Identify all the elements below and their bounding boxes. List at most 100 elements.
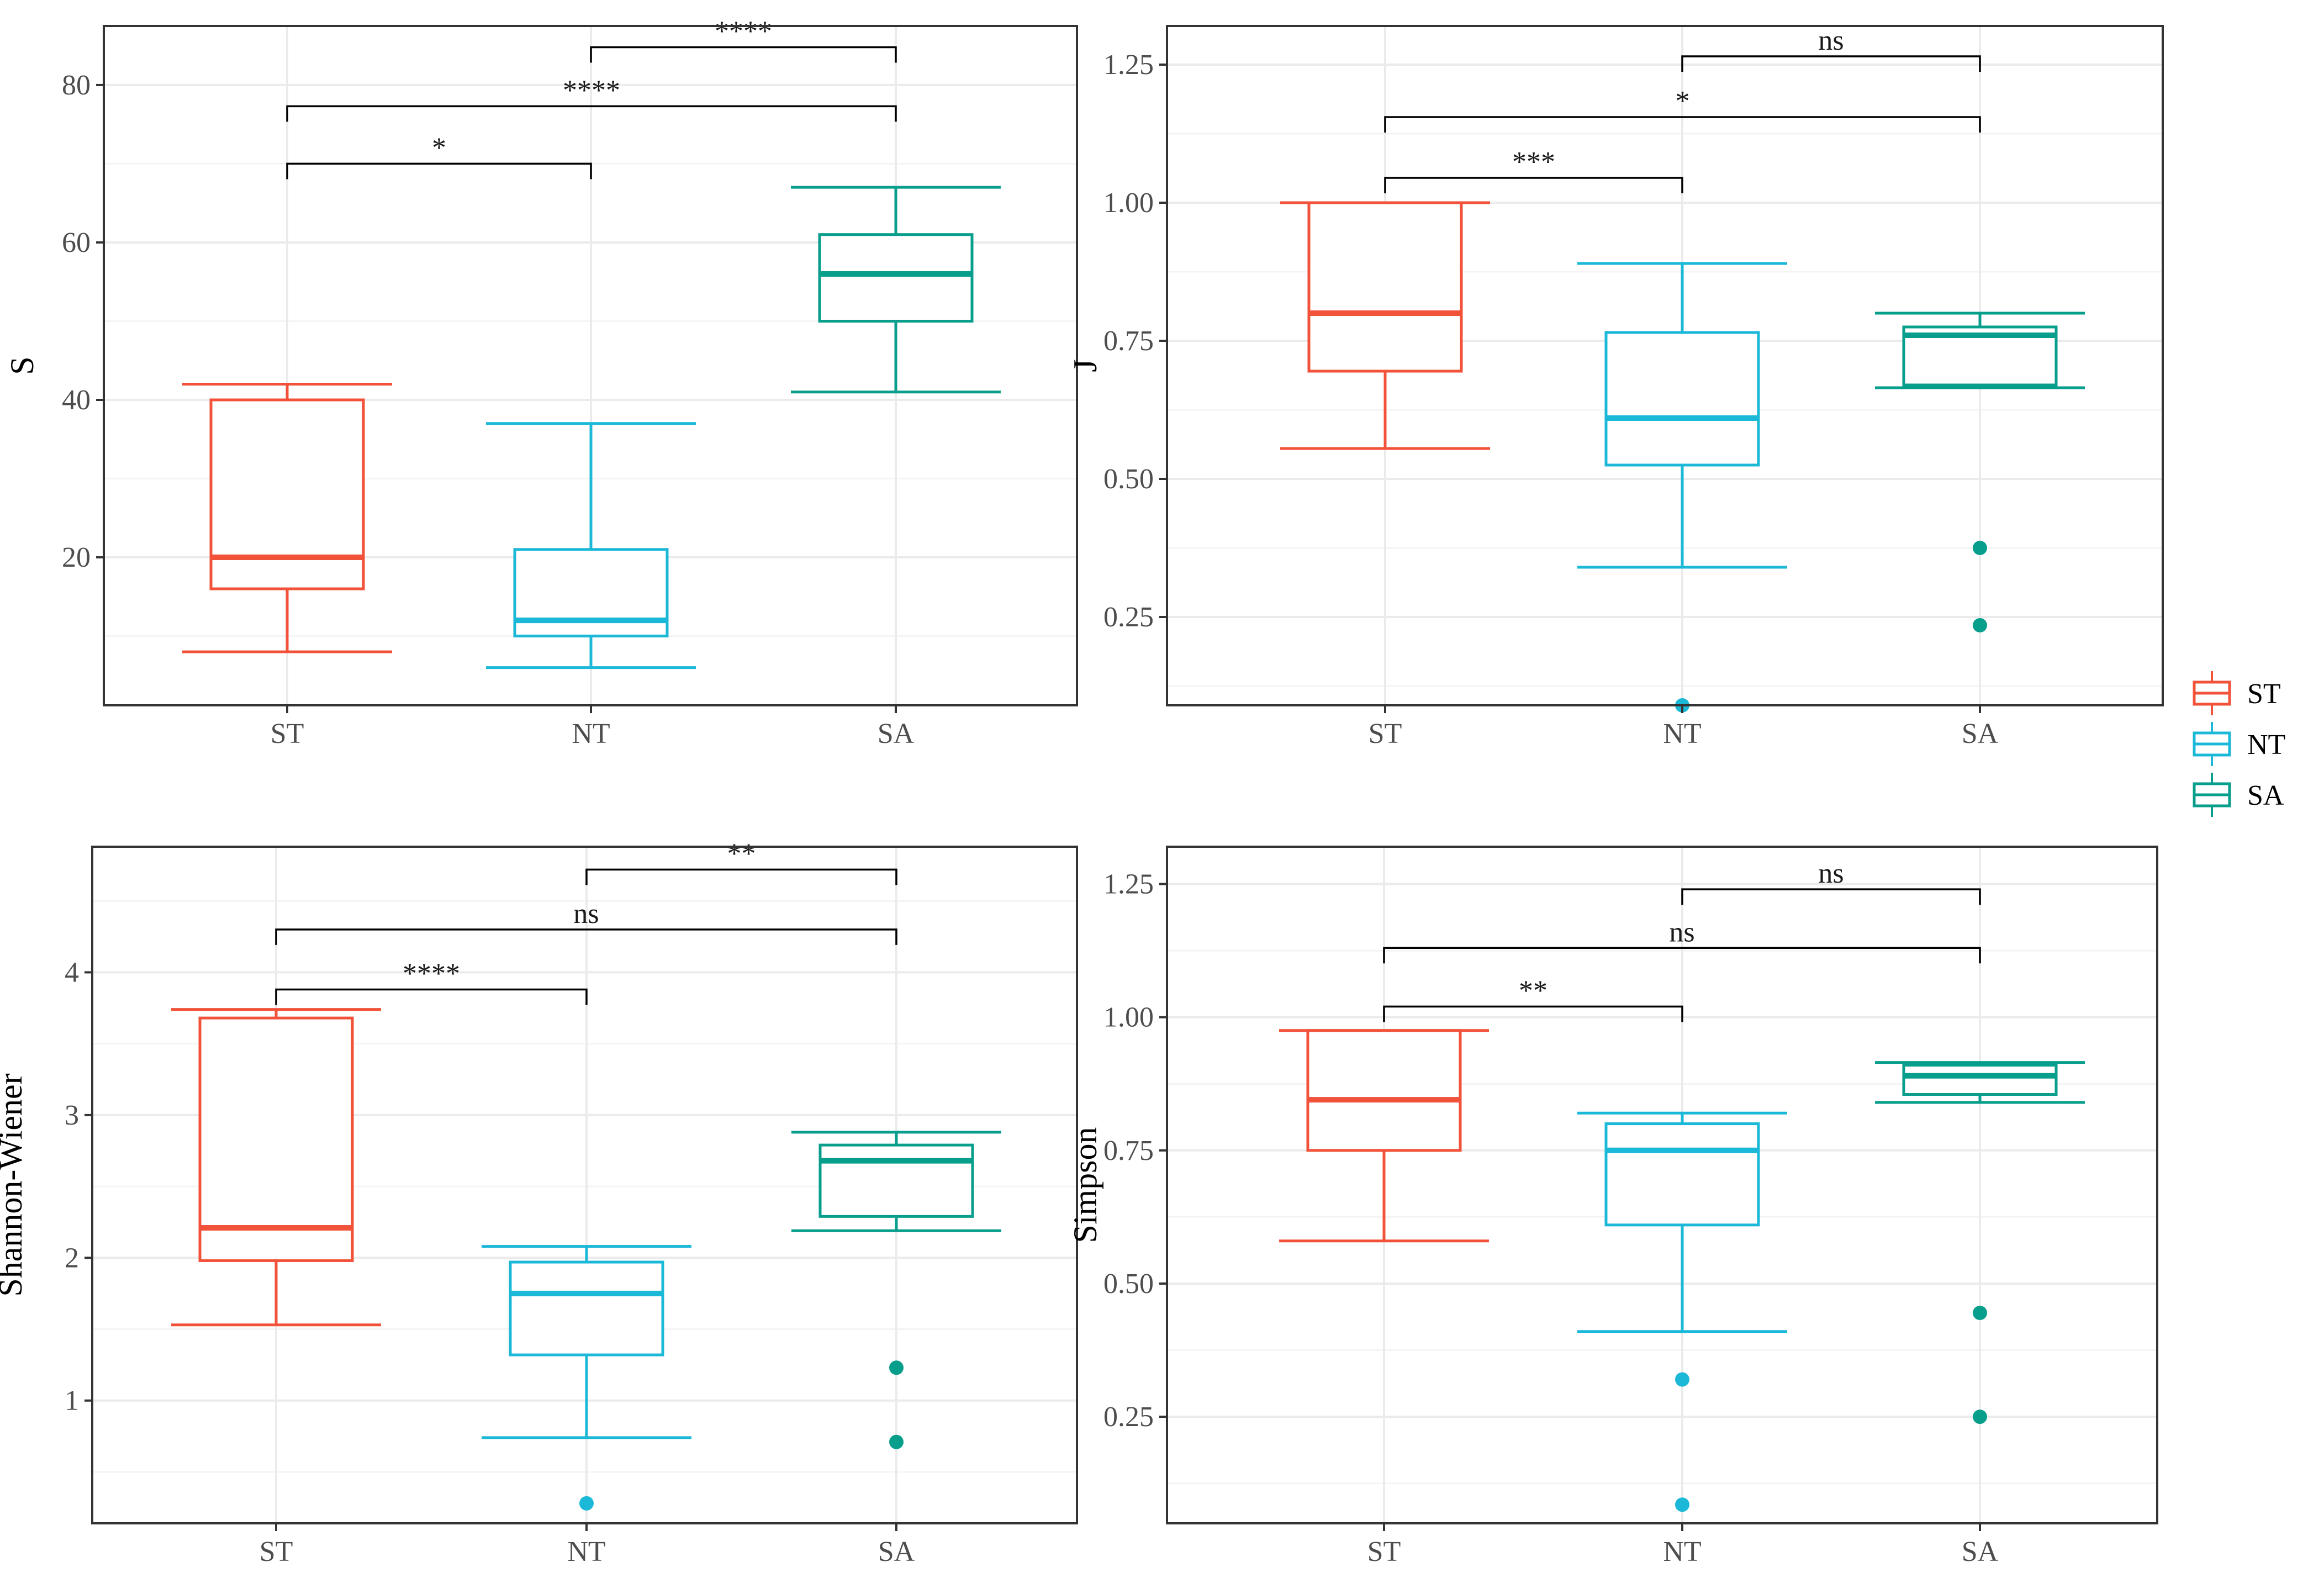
- panel-border: [1166, 846, 2158, 1524]
- outlier-point: [1973, 1410, 1987, 1424]
- iqr-box: [209, 398, 365, 590]
- significance-bracket: ****: [590, 15, 897, 63]
- panel-border: [1166, 25, 2164, 706]
- legend-entry-nt: NT: [2193, 722, 2285, 766]
- outlier-point: [579, 1496, 594, 1511]
- significance-bracket: ns: [1681, 25, 1981, 72]
- bracket-line: [275, 988, 588, 1005]
- significance-bracket: **: [585, 838, 897, 885]
- significance-label: ****: [403, 958, 460, 989]
- outlier-point: [1675, 1497, 1689, 1512]
- x-tick-label: NT: [1663, 1536, 1701, 1568]
- significance-bracket: ****: [275, 958, 588, 1005]
- significance-bracket: **: [1383, 975, 1683, 1022]
- significance-bracket: ns: [1681, 858, 1981, 905]
- y-tick-label: 1: [65, 1385, 79, 1417]
- significance-bracket: ****: [286, 75, 897, 122]
- panel-border: [91, 846, 1078, 1524]
- chart-panel-4: ** ns ns 0.25 0.50 0.75 1.00 1.25 ST NT SA Simpson: [1067, 846, 2158, 1568]
- x-tick-label: NT: [1663, 718, 1701, 750]
- significance-bracket: *: [286, 132, 592, 180]
- bracket-line: [286, 162, 592, 180]
- outlier-point: [1675, 1372, 1689, 1387]
- y-tick-label: 0.75: [1103, 1135, 1154, 1167]
- boxplot-nt: [482, 1245, 691, 1511]
- y-tick-label: 1.25: [1103, 869, 1154, 900]
- significance-label: ****: [715, 15, 772, 47]
- boxplot-st: [182, 382, 392, 653]
- y-tick-label: 40: [62, 384, 91, 416]
- legend-label: ST: [2247, 678, 2281, 710]
- outlier-point: [889, 1434, 904, 1449]
- significance-bracket: ***: [1384, 146, 1683, 193]
- x-tick-label: NT: [572, 718, 610, 750]
- outlier-point: [1973, 1305, 1987, 1320]
- x-tick-label: SA: [1962, 718, 1999, 750]
- bracket-line: [1384, 116, 1981, 133]
- significance-label: ****: [563, 75, 620, 106]
- y-tick-label: 3: [65, 1100, 79, 1131]
- y-tick-label: 0.25: [1103, 1401, 1154, 1433]
- bracket-line: [286, 105, 897, 122]
- y-tick-label: 80: [62, 70, 91, 101]
- boxplot-st: [1280, 201, 1490, 450]
- significance-bracket: ns: [1383, 916, 1981, 964]
- significance-bracket: *: [1384, 86, 1981, 133]
- y-tick-label: 0.75: [1103, 325, 1154, 357]
- iqr-box: [1902, 1063, 2058, 1096]
- significance-label: ***: [1512, 146, 1555, 178]
- x-tick-label: ST: [260, 1536, 293, 1568]
- boxplot-sa: [791, 186, 1001, 394]
- significance-label: **: [727, 838, 756, 869]
- iqr-box: [818, 1143, 974, 1218]
- significance-label: ns: [1818, 25, 1844, 56]
- significance-label: *: [1676, 86, 1690, 117]
- x-tick-label: ST: [1367, 1536, 1401, 1568]
- significance-label: *: [432, 132, 446, 163]
- legend-label: NT: [2247, 729, 2285, 761]
- bracket-line: [1681, 55, 1981, 72]
- outlier-point: [1973, 541, 1987, 555]
- significance-label: ns: [573, 898, 599, 930]
- boxplot-sa: [1875, 312, 2085, 632]
- y-axis-title: Simpson: [1067, 1127, 1103, 1243]
- y-tick-label: 1.00: [1103, 1002, 1154, 1033]
- x-tick-label: SA: [878, 1536, 915, 1568]
- significance-label: ns: [1669, 916, 1694, 948]
- iqr-box: [818, 233, 974, 323]
- boxplot-sa: [1875, 1061, 2085, 1424]
- bracket-line: [275, 928, 897, 945]
- y-axis-title: J: [1067, 359, 1103, 372]
- iqr-box: [1604, 331, 1760, 467]
- x-tick-label: ST: [1369, 718, 1402, 750]
- y-tick-label: 1.25: [1103, 49, 1154, 81]
- y-tick-label: 4: [65, 957, 79, 988]
- x-tick-label: NT: [567, 1536, 605, 1568]
- legend-entry-sa: SA: [2193, 773, 2284, 817]
- boxplot-st: [171, 1008, 381, 1327]
- y-tick-label: 1.00: [1103, 187, 1154, 219]
- bracket-line: [1383, 1005, 1683, 1022]
- y-tick-label: 0.50: [1103, 463, 1154, 495]
- bracket-line: [1681, 888, 1981, 905]
- y-tick-label: 0.25: [1103, 601, 1154, 633]
- iqr-box: [1306, 1029, 1462, 1152]
- iqr-box: [509, 1260, 664, 1357]
- bracket-line: [585, 868, 897, 885]
- x-tick-label: SA: [878, 718, 915, 750]
- y-tick-label: 60: [62, 227, 91, 258]
- bracket-line: [1384, 177, 1683, 193]
- legend: ST NT SA: [2193, 671, 2285, 817]
- y-tick-label: 0.50: [1103, 1268, 1154, 1300]
- chart-panel-3: **** ns ** 1 2 3 4 ST NT SA Shannon-Wiener: [0, 838, 1078, 1568]
- y-tick-label: 20: [62, 542, 91, 573]
- boxplot-nt: [486, 422, 696, 669]
- x-tick-label: SA: [1962, 1536, 1999, 1568]
- boxplot-st: [1279, 1029, 1489, 1243]
- y-tick-label: 2: [65, 1242, 79, 1274]
- legend-label: SA: [2247, 780, 2284, 811]
- bracket-line: [590, 46, 897, 63]
